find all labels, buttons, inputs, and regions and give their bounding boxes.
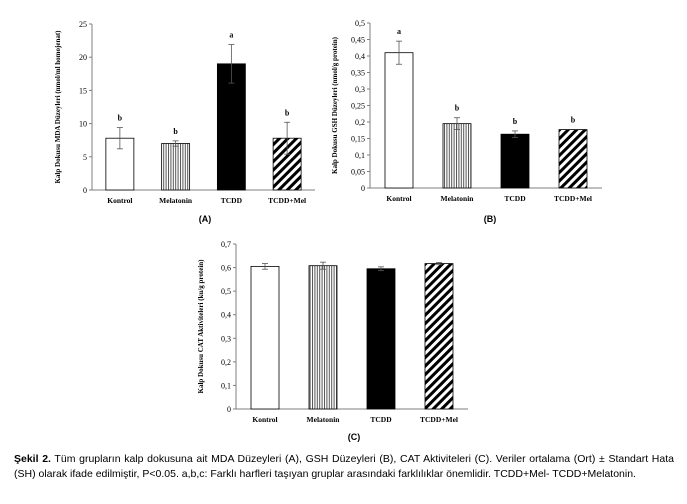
y-tick-label: 10	[79, 120, 87, 129]
mda-chart: 0 5 10 15 20 25 b Kontrol b Melatonin a TCDD b TCDD+M…	[54, 20, 315, 224]
y-tick-label: 0,45	[351, 36, 365, 45]
significance-letter: b	[571, 116, 576, 125]
category-label: Melatonin	[441, 194, 475, 203]
bar	[500, 133, 530, 189]
category-label: Kontrol	[107, 196, 132, 205]
y-tick-label: 0,4	[355, 52, 365, 61]
significance-letter: b	[455, 104, 460, 113]
bar	[366, 268, 396, 410]
significance-letter: b	[173, 127, 178, 136]
y-axis-label: Kalp Dokusu MDA Düzeyleri (nmol/ml homoj…	[54, 30, 62, 184]
caption-text: Tüm grupların kalp dokusuna ait MDA Düze…	[14, 453, 674, 480]
category-label: TCDD	[504, 194, 526, 203]
y-tick-label: 0,5	[221, 287, 231, 296]
category-label: TCDD	[221, 196, 243, 205]
y-tick-label: 0	[361, 184, 365, 193]
y-tick-label: 0,3	[355, 85, 365, 94]
y-tick-label: 0,7	[221, 240, 231, 249]
bar	[216, 63, 246, 191]
significance-letter: a	[229, 31, 233, 40]
bar	[250, 265, 280, 410]
cat-chart: 0 0,1 0,2 0,3 0,4 0,5 0,6 0,7 Kontrol Melatonin TC…	[197, 240, 468, 442]
significance-letter: b	[118, 114, 123, 123]
y-tick-label: 0,3	[221, 334, 231, 343]
category-label: Melatonin	[307, 415, 341, 424]
significance-letter: b	[513, 117, 518, 126]
category-label: TCDD	[370, 415, 392, 424]
y-tick-label: 0	[83, 186, 87, 195]
y-tick-label: 0,4	[221, 311, 231, 320]
y-axis-label: Kalp Dokusu CAT Aktiviteleri (ku/g prote…	[197, 259, 205, 394]
y-tick-label: 0,2	[355, 118, 365, 127]
bar	[558, 129, 588, 189]
y-tick-label: 0	[227, 405, 231, 414]
y-tick-label: 25	[79, 20, 87, 29]
y-tick-label: 20	[79, 53, 87, 62]
y-tick-label: 5	[83, 153, 87, 162]
panel-label: (C)	[348, 432, 361, 442]
category-label: Melatonin	[159, 196, 193, 205]
bar	[308, 265, 338, 410]
category-label: TCDD+Mel	[420, 415, 458, 424]
y-tick-label: 15	[79, 86, 87, 95]
panel-label: (A)	[199, 214, 212, 224]
y-tick-label: 0,6	[221, 264, 231, 273]
figure-caption: Şekil 2. Tüm grupların kalp dokusuna ait…	[14, 452, 674, 482]
y-tick-label: 0,25	[351, 102, 365, 111]
y-tick-label: 0,5	[355, 19, 365, 28]
y-tick-label: 0,05	[351, 168, 365, 177]
bar	[384, 52, 414, 189]
y-tick-label: 0,15	[351, 135, 365, 144]
gsh-chart: 0 0,05 0,1 0,15 0,2 0,25 0,3 0,35 0,4 0,45 0,5 a Kon…	[331, 19, 602, 224]
significance-letter: a	[397, 27, 401, 36]
bar	[424, 263, 454, 410]
significance-letter: b	[285, 108, 290, 117]
y-tick-label: 0,1	[221, 381, 231, 390]
y-tick-label: 0,1	[355, 151, 365, 160]
category-label: TCDD+Mel	[554, 194, 592, 203]
category-label: Kontrol	[386, 194, 411, 203]
y-tick-label: 0,35	[351, 69, 365, 78]
panel-label: (B)	[484, 214, 497, 224]
y-axis-label: Kalp Dokusu GSH Düzeyleri (nmol/g protei…	[331, 36, 339, 174]
caption-label: Şekil 2.	[14, 453, 51, 465]
y-tick-label: 0,2	[221, 358, 231, 367]
category-label: TCDD+Mel	[268, 196, 306, 205]
category-label: Kontrol	[252, 415, 277, 424]
